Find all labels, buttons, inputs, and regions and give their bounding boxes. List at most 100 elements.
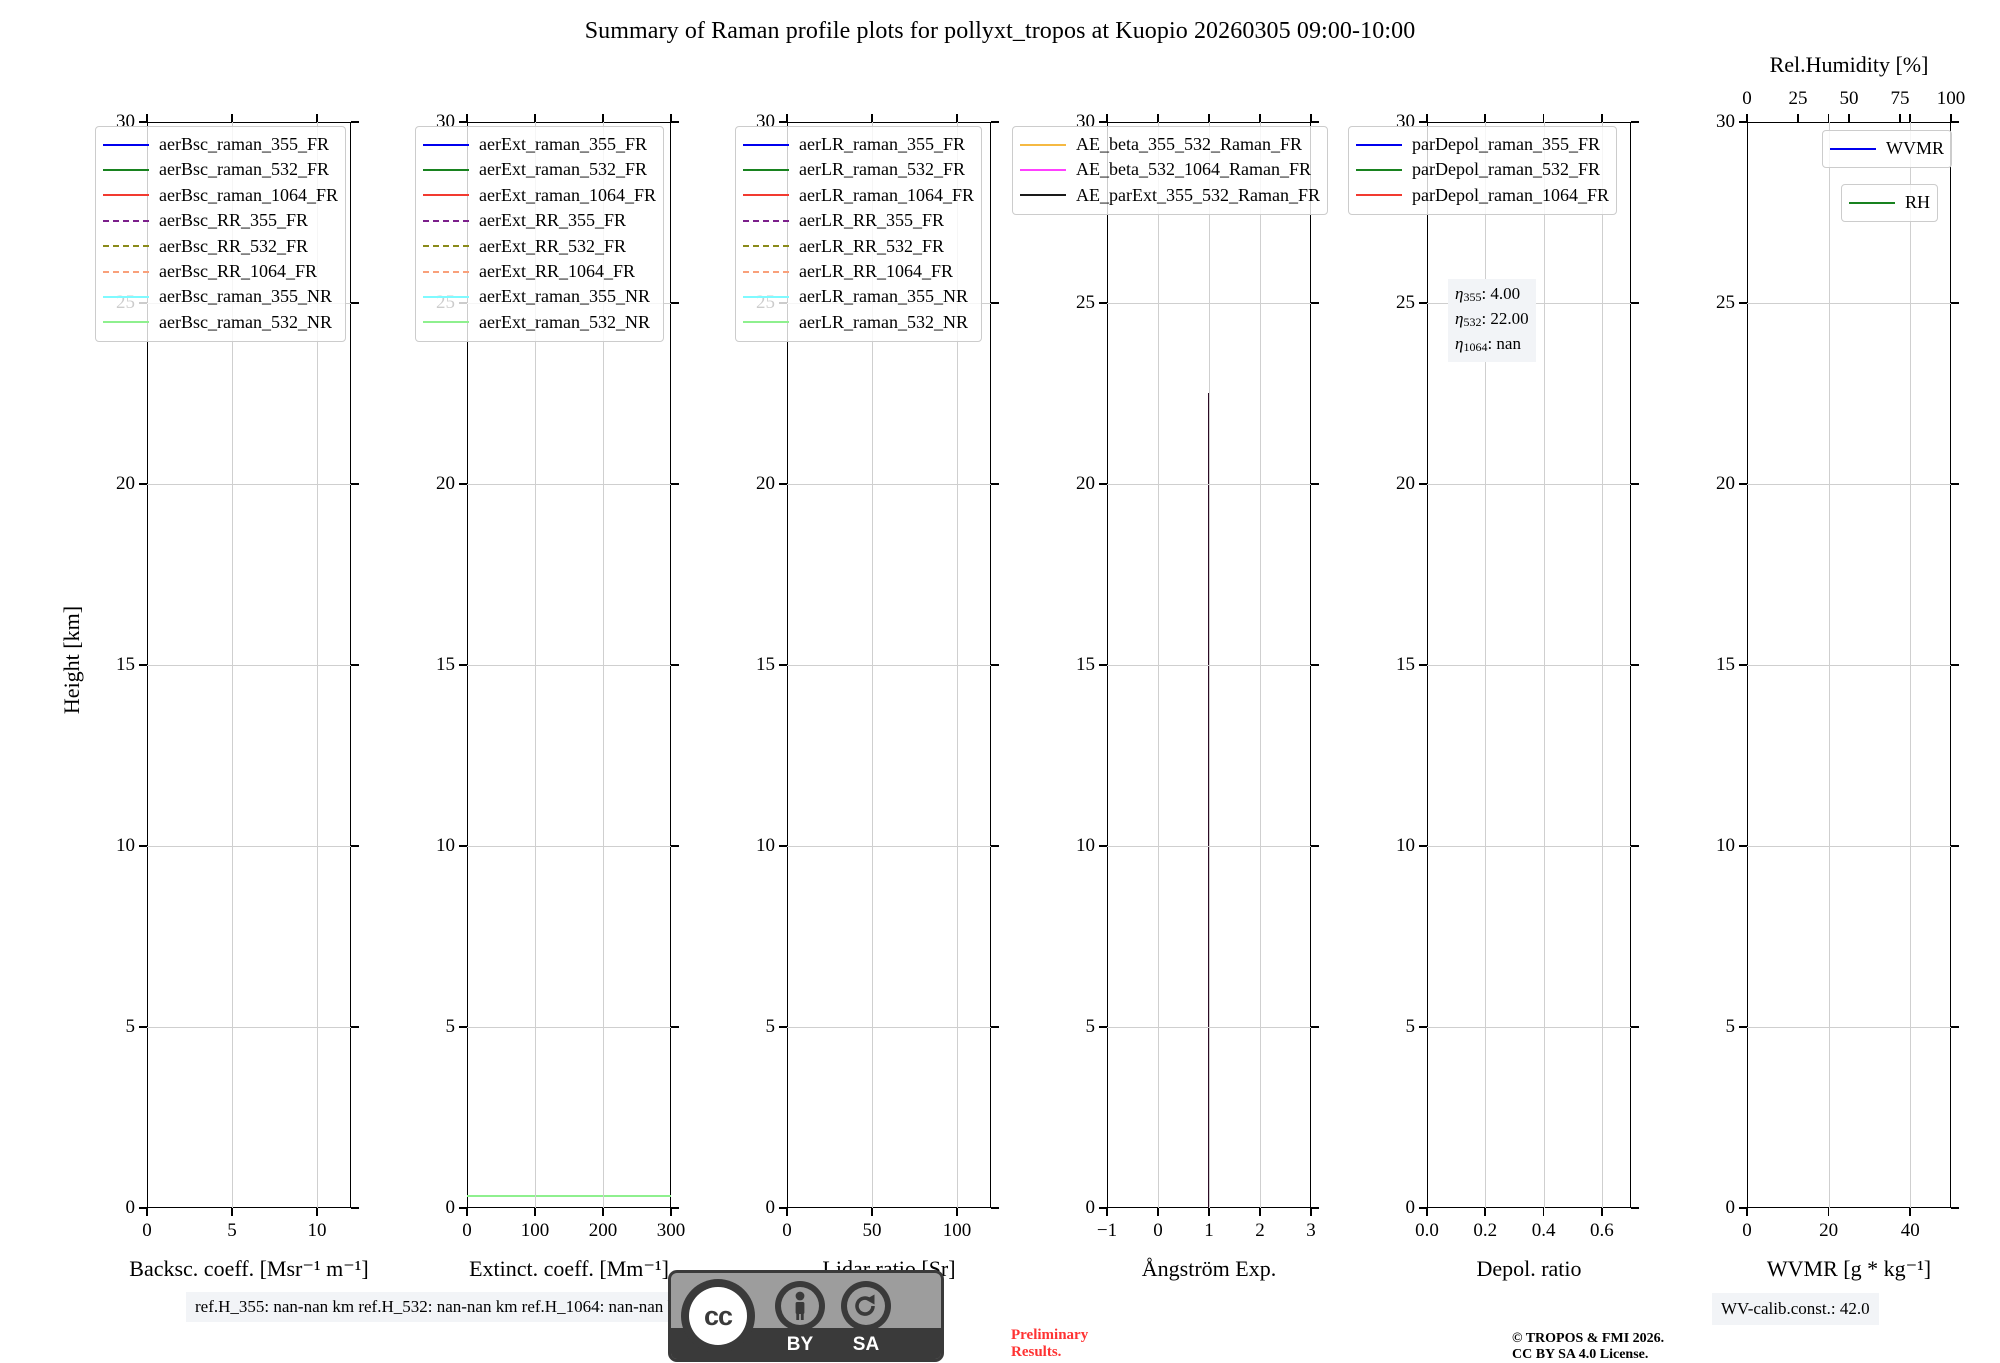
eta-1064-value: : nan <box>1487 334 1521 353</box>
legend-line-swatch-icon <box>423 143 469 146</box>
sa-share-alike-icon <box>841 1281 891 1331</box>
legend-lidar-ratio-item[interactable]: aerLR_raman_355_NR <box>743 284 974 309</box>
gridline-horizontal <box>147 1027 351 1028</box>
gridline-horizontal <box>467 484 671 485</box>
x-tick-label: 2 <box>1255 1220 1265 1241</box>
legend-backscatter-item[interactable]: aerBsc_raman_532_FR <box>103 157 338 182</box>
copyright-note: © TROPOS & FMI 2026. CC BY SA 4.0 Licens… <box>1512 1331 1665 1362</box>
legend-extinction-item[interactable]: aerExt_raman_355_FR <box>423 132 656 157</box>
gridline-horizontal <box>1427 846 1631 847</box>
x-tick-label: 100 <box>520 1220 550 1241</box>
x-tick-label: 100 <box>942 1220 972 1241</box>
legend-line-swatch-icon <box>423 169 469 172</box>
x-axis-title-backscatter: Backsc. coeff. [Msr⁻¹ m⁻¹] <box>129 1256 369 1281</box>
legend-backscatter[interactable]: aerBsc_raman_355_FR aerBsc_raman_532_FR ae… <box>95 126 346 343</box>
legend-extinction-item[interactable]: aerExt_RR_355_FR <box>423 208 656 233</box>
legend-line-swatch-icon <box>1849 201 1895 204</box>
x-tick-mark-top <box>1950 114 1952 122</box>
legend-rh[interactable]: RH <box>1841 184 1939 223</box>
legend-lidar-ratio-item[interactable]: aerLR_RR_1064_FR <box>743 259 974 284</box>
y-tick-mark <box>1311 483 1319 485</box>
legend-backscatter-item[interactable]: aerBsc_RR_355_FR <box>103 208 338 233</box>
legend-depolarization[interactable]: parDepol_raman_355_FR parDepol_raman_532_… <box>1348 126 1617 216</box>
y-tick-mark <box>1951 121 1959 123</box>
legend-line-swatch-icon <box>743 219 789 222</box>
legend-backscatter-item[interactable]: aerBsc_RR_1064_FR <box>103 259 338 284</box>
legend-item-label: AE_parExt_355_532_Raman_FR <box>1076 184 1320 205</box>
y-tick-mark <box>1099 1026 1107 1028</box>
y-tick-mark <box>1739 302 1747 304</box>
x-tick-mark <box>1426 1208 1428 1216</box>
legend-item-label: aerLR_RR_532_FR <box>799 235 945 256</box>
y-tick-label: 15 <box>756 654 775 675</box>
legend-extinction-item[interactable]: aerExt_raman_355_NR <box>423 284 656 309</box>
y-tick-mark <box>991 121 999 123</box>
legend-extinction[interactable]: aerExt_raman_355_FR aerExt_raman_532_FR ae… <box>415 126 664 343</box>
legend-rh-item[interactable]: RH <box>1849 190 1930 215</box>
legend-wvmr-item[interactable]: WVMR <box>1830 136 1944 161</box>
legend-backscatter-item[interactable]: aerBsc_raman_355_NR <box>103 284 338 309</box>
x-tick-mark <box>1827 1208 1830 1216</box>
legend-backscatter-item[interactable]: aerBsc_raman_355_FR <box>103 132 338 157</box>
legend-lidar-ratio-item[interactable]: aerLR_raman_532_FR <box>743 157 974 182</box>
legend-depolarization-item[interactable]: parDepol_raman_355_FR <box>1356 132 1609 157</box>
legend-extinction-item[interactable]: aerExt_raman_1064_FR <box>423 183 656 208</box>
legend-line-swatch-icon <box>1356 143 1402 146</box>
x-tick-label: 50 <box>862 1220 882 1241</box>
legend-item-label: aerExt_raman_1064_FR <box>479 184 656 205</box>
x-axis-title-wvmr: WVMR [g * kg⁻¹] <box>1766 1256 1932 1281</box>
y-tick-mark <box>779 1207 787 1209</box>
legend-lidar-ratio-item[interactable]: aerLR_RR_355_FR <box>743 208 974 233</box>
y-tick-label: 25 <box>1716 292 1735 313</box>
legend-line-swatch-icon <box>743 169 789 172</box>
gridline-vertical <box>1485 122 1487 1208</box>
legend-backscatter-item[interactable]: aerBsc_RR_532_FR <box>103 234 338 259</box>
x-tick-mark <box>1310 114 1312 122</box>
y-tick-mark <box>351 302 359 304</box>
legend-depolarization-item[interactable]: parDepol_raman_532_FR <box>1356 157 1609 182</box>
legend-backscatter-item[interactable]: aerBsc_raman_1064_FR <box>103 183 338 208</box>
y-tick-mark <box>1419 1026 1427 1028</box>
legend-item-label: aerBsc_raman_355_NR <box>159 286 332 307</box>
legend-item-label: aerLR_raman_1064_FR <box>799 184 974 205</box>
legend-item-label: aerLR_RR_1064_FR <box>799 260 954 281</box>
legend-angstrom-item[interactable]: AE_beta_355_532_Raman_FR <box>1020 132 1320 157</box>
y-tick-label: 0 <box>1085 1197 1096 1218</box>
y-tick-mark <box>991 302 999 304</box>
gridline-horizontal <box>1427 484 1631 485</box>
page-title: Summary of Raman profile plots for polly… <box>584 18 1416 44</box>
legend-extinction-item[interactable]: aerExt_RR_1064_FR <box>423 259 656 284</box>
x-tick-mark <box>670 114 672 122</box>
gridline-vertical <box>232 122 233 1208</box>
y-tick-mark <box>1419 302 1427 304</box>
gridline-vertical <box>317 122 318 1208</box>
y-tick-mark <box>1419 483 1427 485</box>
legend-wvmr[interactable]: WVMR <box>1822 130 1952 169</box>
legend-lidar-ratio-item[interactable]: aerLR_raman_1064_FR <box>743 183 974 208</box>
legend-extinction-item[interactable]: aerExt_RR_532_FR <box>423 234 656 259</box>
y-tick-mark <box>139 845 147 847</box>
legend-lidar-ratio-item[interactable]: aerLR_raman_532_NR <box>743 310 974 335</box>
legend-depolarization-item[interactable]: parDepol_raman_1064_FR <box>1356 183 1609 208</box>
legend-backscatter-item[interactable]: aerBsc_raman_532_NR <box>103 310 338 335</box>
y-tick-label: 0 <box>445 1197 456 1218</box>
x-tick-label: 0 <box>142 1220 152 1241</box>
x-tick-mark <box>786 114 788 122</box>
legend-angstrom-item[interactable]: AE_beta_532_1064_Raman_FR <box>1020 157 1320 182</box>
y-tick-mark <box>991 664 999 666</box>
legend-lidar-ratio-item[interactable]: aerLR_raman_355_FR <box>743 132 974 157</box>
legend-line-swatch-icon <box>1830 147 1876 150</box>
series-aerext-raman-532-nr <box>467 1194 671 1198</box>
gridline-vertical <box>602 122 604 1208</box>
legend-lidar-ratio-item[interactable]: aerLR_RR_532_FR <box>743 234 974 259</box>
person-glyph <box>795 1291 805 1320</box>
legend-angstrom-item[interactable]: AE_parExt_355_532_Raman_FR <box>1020 183 1320 208</box>
legend-extinction-item[interactable]: aerExt_raman_532_NR <box>423 310 656 335</box>
y-tick-label: 20 <box>1076 473 1095 494</box>
y-tick-mark <box>459 664 467 666</box>
gridline-horizontal <box>1747 846 1951 847</box>
y-tick-label: 0 <box>765 1197 776 1218</box>
legend-angstrom[interactable]: AE_beta_355_532_Raman_FR AE_beta_532_1064… <box>1012 126 1328 216</box>
legend-lidar-ratio[interactable]: aerLR_raman_355_FR aerLR_raman_532_FR aerL… <box>735 126 982 343</box>
legend-extinction-item[interactable]: aerExt_raman_532_FR <box>423 157 656 182</box>
